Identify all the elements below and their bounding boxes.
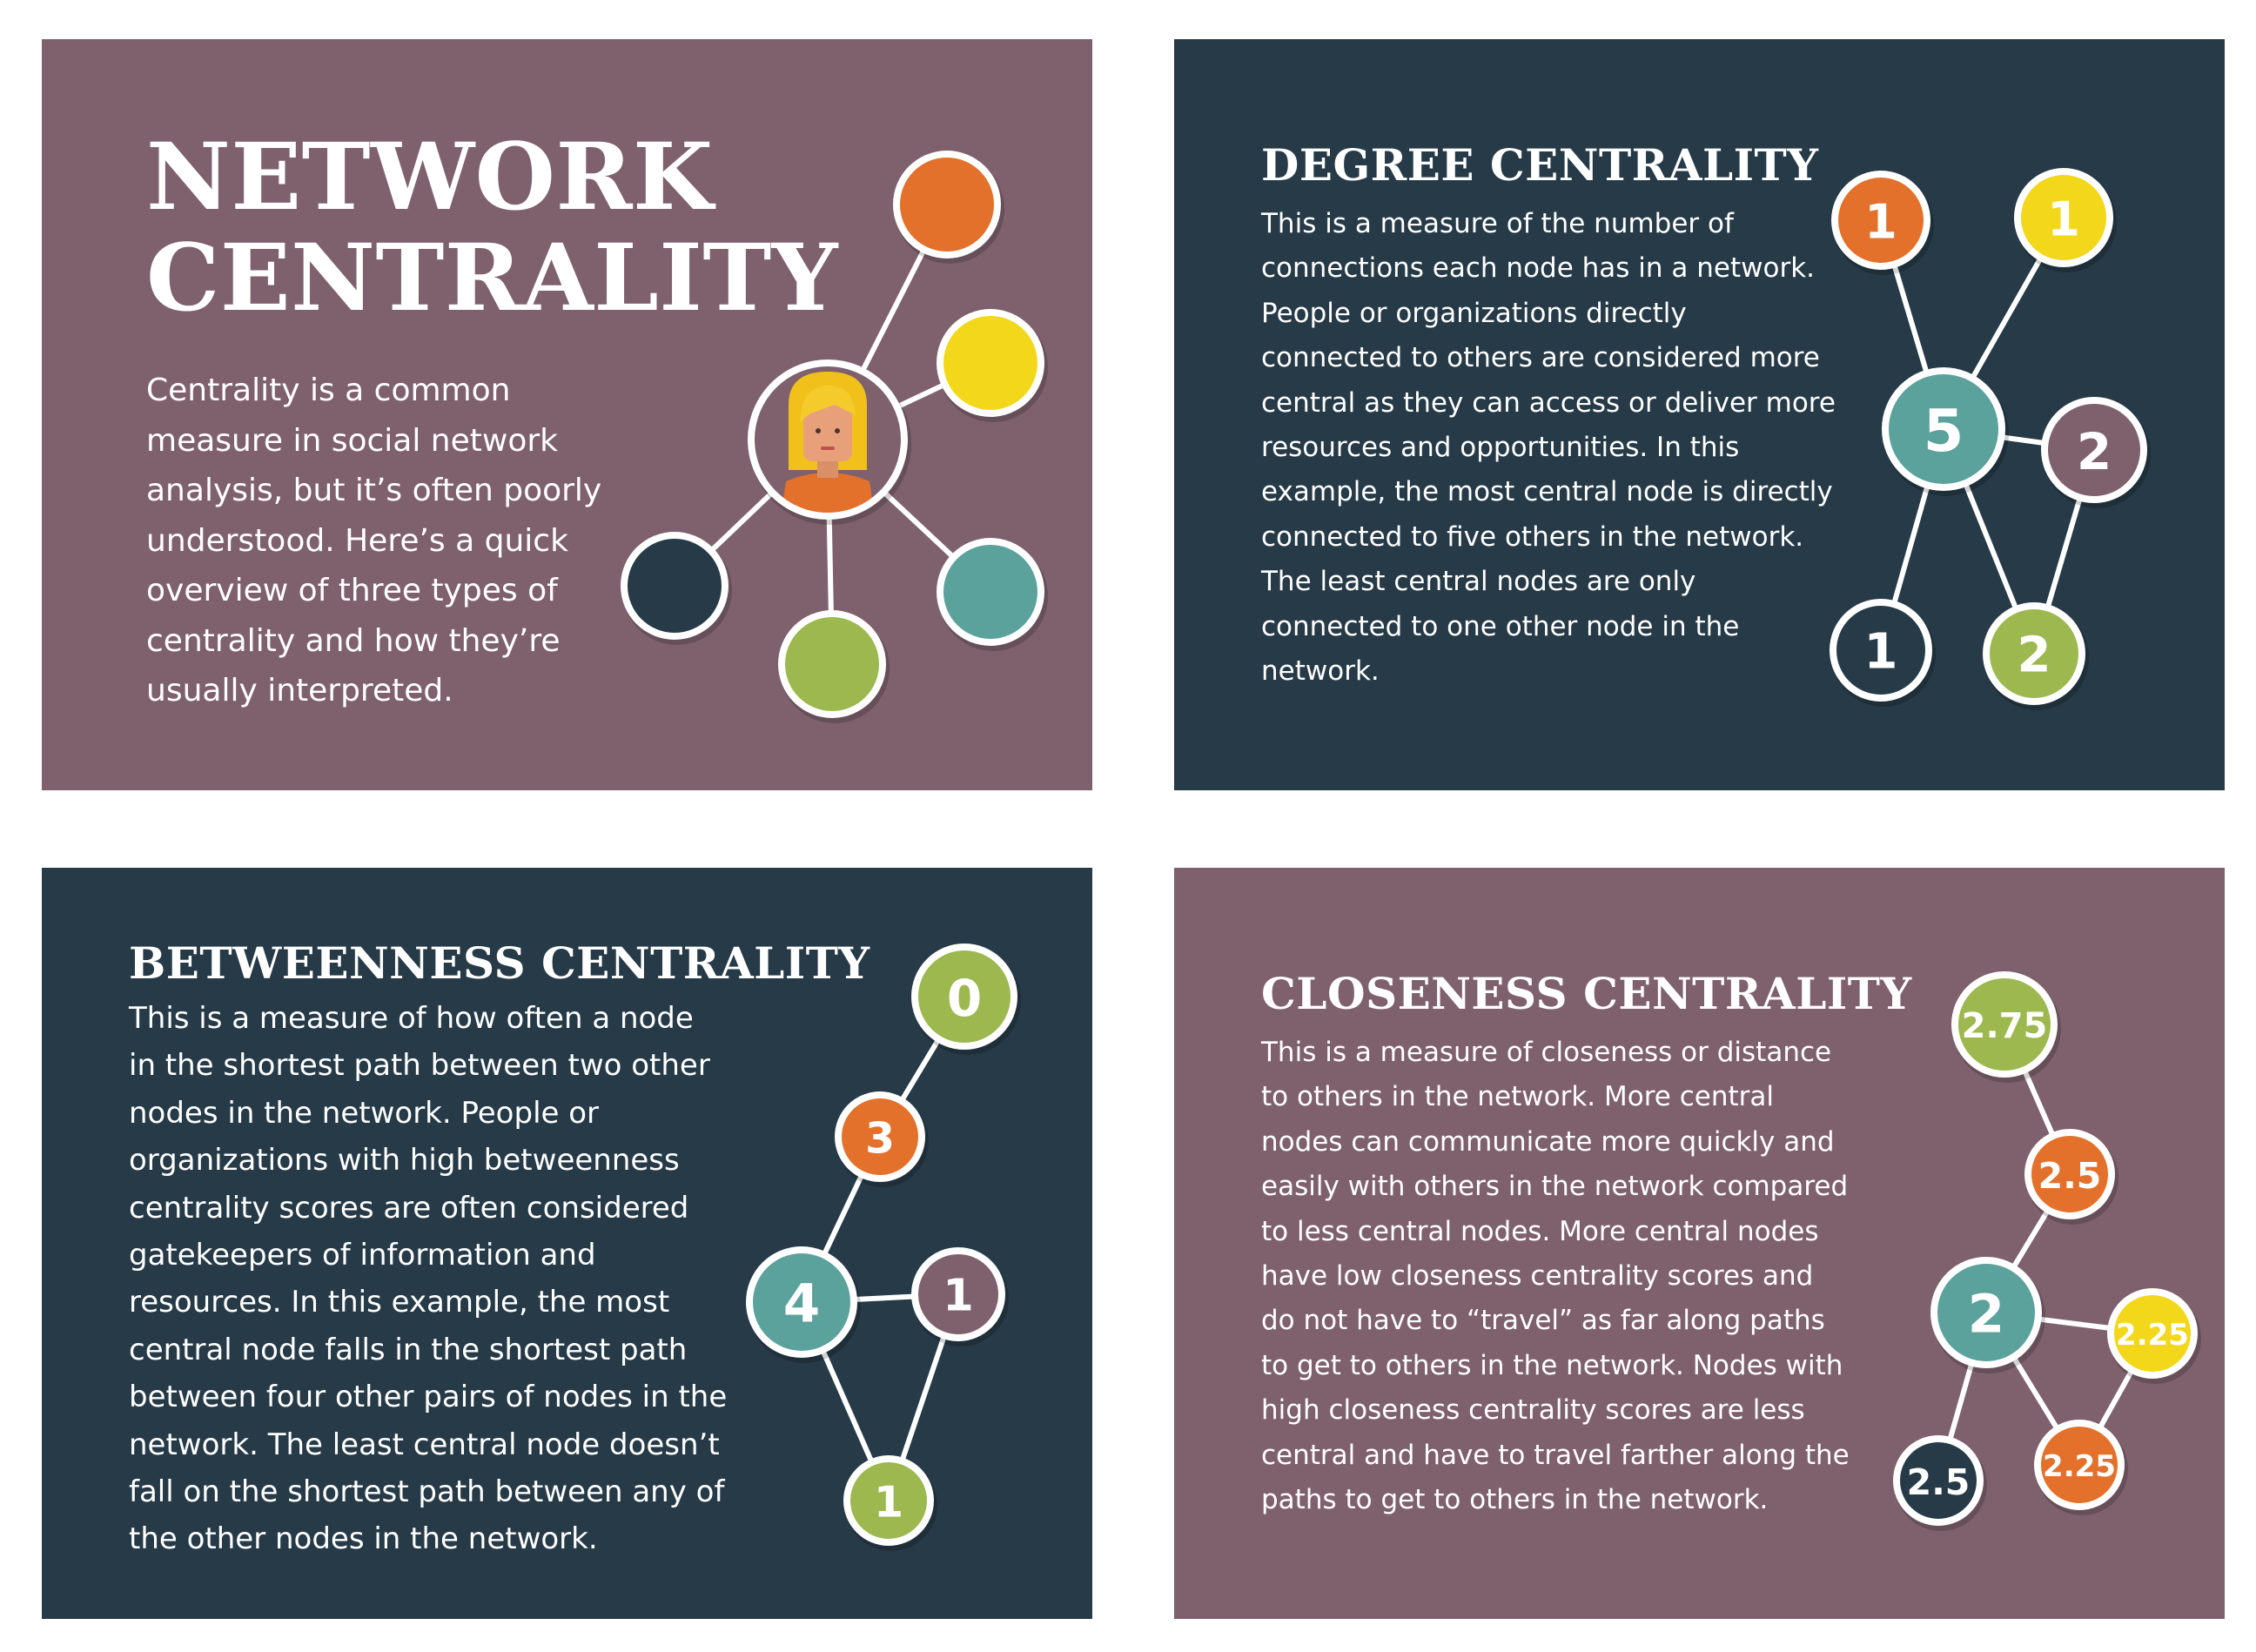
closeness-title: CLOSENESS CENTRALITY [1261, 968, 1912, 1019]
node-orange [893, 151, 1004, 264]
node-bottom-left: 1 [1830, 599, 1936, 707]
degree-text: DEGREE CENTRALITY This is a measure of t… [1261, 139, 1836, 694]
node-label-top: 2.75 [1962, 1006, 2048, 1046]
node-yellow [937, 309, 1048, 422]
node-bottom-right: 2.25 [2034, 1420, 2128, 1515]
intro-panel: NETWORK CENTRALITY Centrality is a commo… [42, 39, 1092, 790]
betweenness-body: This is a measure of how often a node in… [129, 1001, 728, 1557]
node-center: 4 [746, 1246, 861, 1363]
betweenness-network-diagram: 0 3 4 1 1 [746, 944, 1021, 1551]
node-upper: 2.5 [2024, 1129, 2118, 1225]
degree-panel: DEGREE CENTRALITY This is a measure of t… [1174, 39, 2225, 790]
node-navy [621, 532, 732, 645]
node-label-top-left: 1 [1864, 195, 1897, 250]
node-label-right: 2 [2077, 422, 2112, 481]
intro-text: NETWORK CENTRALITY [146, 126, 860, 328]
intro-network-diagram [621, 151, 1048, 723]
node-label-right: 1 [943, 1271, 974, 1322]
node-label-bottom: 1 [874, 1478, 903, 1528]
node-top-left: 1 [1831, 171, 1934, 275]
node-upper: 3 [835, 1091, 929, 1187]
degree-body: This is a measure of the number of conne… [1261, 208, 1836, 688]
degree-title: DEGREE CENTRALITY [1261, 139, 1819, 191]
intro-title: NETWORK CENTRALITY [146, 126, 860, 328]
node-top: 2.75 [1951, 971, 2061, 1083]
node-label-top-right: 1 [2047, 192, 2080, 247]
closeness-panel: CLOSENESS CENTRALITY This is a measure o… [1174, 868, 2225, 1619]
node-top-right: 1 [2014, 168, 2117, 272]
node-green [778, 610, 890, 723]
node-label-center: 4 [783, 1273, 820, 1335]
node-label-right: 2.25 [2116, 1318, 2189, 1353]
node-label-bottom-left: 2.5 [1907, 1461, 1971, 1503]
node-bottom: 1 [843, 1455, 937, 1551]
closeness-text: CLOSENESS CENTRALITY This is a measure o… [1261, 968, 1912, 1522]
intro-title-line2: CENTRALITY [146, 223, 838, 332]
closeness-network-diagram: 2.75 2.5 2 2.25 2.25 2.5 [1893, 971, 2201, 1531]
node-top: 0 [911, 944, 1021, 1055]
degree-network-diagram: 1 1 5 2 1 2 [1830, 168, 2151, 710]
closeness-body: This is a measure of closeness or distan… [1261, 1037, 1850, 1516]
node-center: 2 [1930, 1257, 2045, 1373]
node-label-upper: 2.5 [2038, 1155, 2102, 1197]
node-label-bottom-right: 2.25 [2043, 1449, 2116, 1484]
node-label-upper: 3 [865, 1114, 895, 1164]
intro-title-line1: NETWORK [146, 122, 714, 231]
node-label-bottom-left: 1 [1864, 624, 1898, 681]
betweenness-panel: BETWEENNESS CENTRALITY This is a measure… [42, 868, 1092, 1619]
node-right: 2 [2041, 397, 2151, 508]
node-bottom-right: 2 [1983, 602, 2089, 710]
node-teal [937, 538, 1048, 651]
person-avatar-icon [780, 372, 876, 513]
intro-body-text: Centrality is a common measure in social… [146, 373, 602, 708]
node-label-center: 5 [1924, 397, 1964, 465]
node-label-center: 2 [1968, 1284, 2004, 1346]
node-label-bottom-right: 2 [2018, 628, 2051, 684]
node-bottom-left: 2.5 [1893, 1435, 1987, 1531]
intro-body: Centrality is a common measure in social… [146, 366, 634, 716]
node-label-top: 0 [947, 969, 982, 1028]
node-right: 1 [911, 1247, 1009, 1346]
node-center: 5 [1882, 367, 2009, 496]
betweenness-text: BETWEENNESS CENTRALITY This is a measure… [129, 937, 870, 1563]
node-right: 2.25 [2107, 1288, 2201, 1384]
